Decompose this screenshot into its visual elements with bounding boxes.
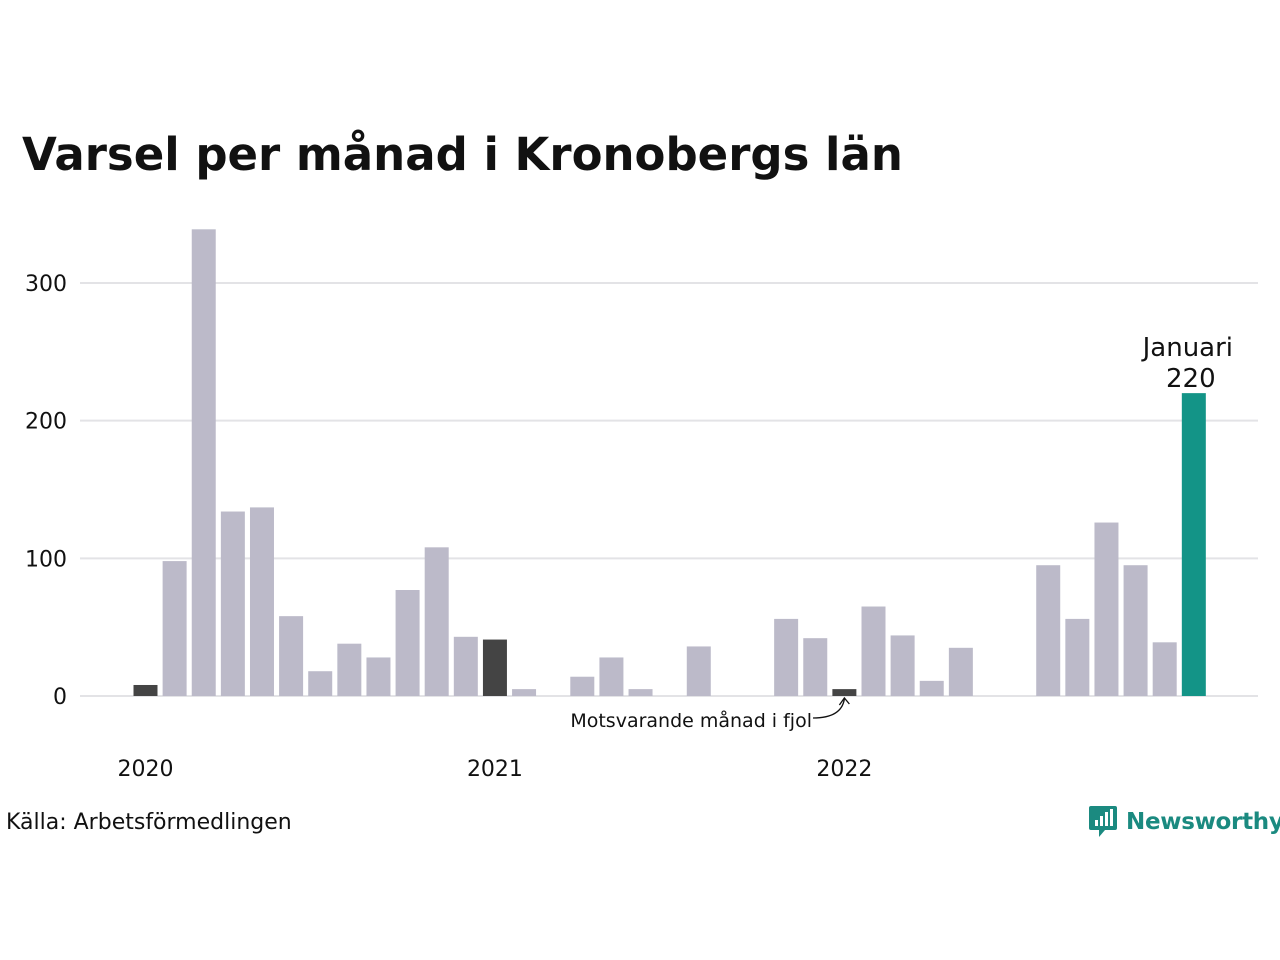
bar bbox=[1065, 618, 1090, 696]
x-tick-label: 2022 bbox=[816, 757, 872, 782]
bar bbox=[395, 589, 420, 696]
brand-name: Newsworthy bbox=[1126, 809, 1280, 835]
x-tick-label: 2020 bbox=[118, 757, 174, 782]
bar bbox=[890, 635, 915, 696]
bar bbox=[1036, 565, 1061, 696]
annotation-arrowhead bbox=[838, 696, 850, 706]
bar bbox=[1123, 565, 1148, 696]
bars bbox=[133, 229, 1206, 696]
gridlines bbox=[80, 282, 1258, 697]
bar bbox=[512, 689, 537, 696]
bar bbox=[774, 618, 799, 696]
bar-comparison bbox=[832, 689, 857, 696]
y-tick-label: 0 bbox=[53, 685, 67, 710]
highlight-month-label: Januari bbox=[1141, 333, 1233, 363]
x-tick-label: 2021 bbox=[467, 757, 523, 782]
bar bbox=[570, 676, 595, 696]
annotation-arrow bbox=[812, 698, 846, 719]
newsworthy-logo-icon bbox=[1089, 806, 1117, 837]
bar bbox=[366, 657, 391, 696]
bar bbox=[599, 657, 624, 696]
y-axis-ticks: 0 100 200 300 bbox=[25, 272, 67, 710]
bar bbox=[279, 616, 304, 696]
bar bbox=[424, 547, 449, 696]
bar bbox=[1094, 522, 1119, 696]
x-axis-ticks: 2020 2021 2022 bbox=[118, 757, 873, 782]
source-note: Källa: Arbetsförmedlingen bbox=[6, 810, 292, 835]
y-tick-label: 200 bbox=[25, 410, 67, 435]
annotation-label: Motsvarande månad i fjol bbox=[570, 709, 812, 732]
bar bbox=[861, 606, 886, 696]
bar bbox=[308, 671, 333, 696]
bar-comparison bbox=[482, 639, 507, 696]
brand-logo[interactable]: Newsworthy bbox=[1088, 804, 1280, 840]
bar bbox=[191, 229, 216, 696]
chart-title: Varsel per månad i Kronobergs län bbox=[22, 128, 903, 181]
y-tick-label: 100 bbox=[25, 547, 67, 572]
bar bbox=[162, 561, 187, 696]
bar bbox=[628, 689, 653, 696]
bar bbox=[948, 647, 973, 696]
bar bbox=[453, 636, 478, 696]
bar-comparison bbox=[133, 684, 158, 696]
bar bbox=[220, 511, 245, 696]
y-tick-label: 300 bbox=[25, 272, 67, 297]
bar bbox=[1152, 642, 1177, 696]
highlight-value-label: 220 bbox=[1166, 364, 1216, 394]
bar bbox=[919, 680, 944, 696]
bar-highlight bbox=[1181, 393, 1206, 696]
bar bbox=[337, 643, 362, 696]
bar bbox=[803, 638, 828, 696]
bar bbox=[249, 507, 274, 696]
bar bbox=[686, 646, 711, 696]
